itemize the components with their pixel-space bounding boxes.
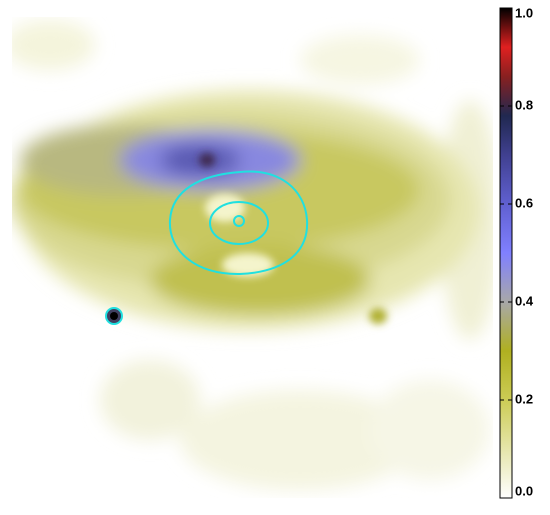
colorbar-tick-label: 1.0 xyxy=(515,5,533,20)
colorbar-tick-label: 0.4 xyxy=(515,293,534,308)
colorbar xyxy=(499,7,513,499)
map-image xyxy=(12,20,493,490)
colorbar-tick-label: 0.8 xyxy=(515,97,533,112)
colorbar-axis: 0.0 0.2 0.4 0.6 0.8 1.0 xyxy=(500,5,534,499)
colorbar-tick-label: 0.2 xyxy=(515,391,533,406)
contours xyxy=(105,170,309,325)
colorbar-tick-label: 0.6 xyxy=(515,195,533,210)
colorbar-tick-label: 0.0 xyxy=(515,483,533,498)
